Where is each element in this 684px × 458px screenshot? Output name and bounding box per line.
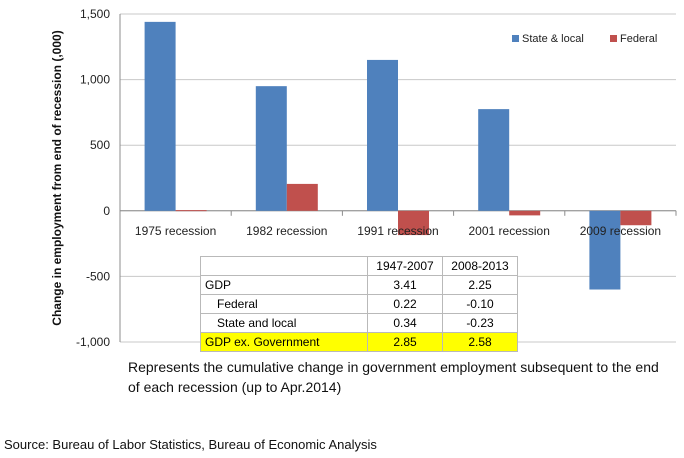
table-header-period-2: 2008-2013 — [442, 256, 518, 276]
chart: -1,000 -500 0 500 1,000 1,500 1975 recession 19… — [50, 7, 677, 349]
table-row: Federal 0.22 -0.10 — [200, 294, 518, 314]
legend-label: State & local — [522, 33, 584, 45]
table-header-blank — [200, 256, 368, 276]
bar-state-local — [144, 21, 176, 211]
table-header-period-1: 1947-2007 — [367, 256, 443, 276]
table-cell: 2.25 — [442, 275, 518, 295]
source-line: Source: Bureau of Labor Statistics, Bure… — [4, 437, 377, 452]
table-cell: 3.41 — [367, 275, 443, 295]
bar-federal — [509, 210, 541, 216]
x-category-label: 2009 recession — [580, 224, 661, 238]
x-category-label: 1982 recession — [246, 224, 327, 238]
bar-federal — [620, 210, 652, 226]
bar-federal — [286, 183, 318, 211]
x-category-label: 1975 recession — [135, 224, 216, 238]
y-axis-title: Change in employment from end of recessi… — [50, 30, 64, 325]
table-row: GDP 3.41 2.25 — [200, 275, 518, 295]
y-tick-label: 500 — [90, 138, 110, 152]
y-tick-label: -500 — [86, 269, 110, 283]
chart-note: Represents the cumulative change in gove… — [128, 359, 659, 395]
table-cell: 2.58 — [442, 332, 518, 352]
table-row-highlighted: GDP ex. Government 2.85 2.58 — [200, 332, 518, 352]
table-header-row: 1947-2007 2008-2013 — [200, 256, 518, 276]
legend-swatch — [610, 35, 617, 42]
bar-state-local — [367, 59, 398, 211]
y-tick-label: 1,000 — [80, 73, 110, 87]
y-tick-label: -1,000 — [76, 335, 110, 349]
table-cell: 0.22 — [367, 294, 443, 314]
table-row-label: GDP — [200, 275, 368, 295]
table-cell: -0.23 — [442, 313, 518, 333]
bar-state-local — [589, 210, 621, 290]
legend-label: Federal — [620, 33, 657, 45]
table-cell: -0.10 — [442, 294, 518, 314]
table-row: State and local 0.34 -0.23 — [200, 313, 518, 333]
table-cell: 0.34 — [367, 313, 443, 333]
table-row-label: State and local — [200, 313, 368, 333]
table-row-label: Federal — [200, 294, 368, 314]
y-tick-label: 1,500 — [80, 7, 110, 21]
bar-state-local — [255, 86, 287, 211]
growth-table: 1947-2007 2008-2013 GDP 3.41 2.25 Federa… — [200, 256, 518, 352]
table-row-label: GDP ex. Government — [200, 332, 368, 352]
bar-federal — [175, 210, 207, 212]
legend-swatch — [512, 35, 519, 42]
table-cell: 2.85 — [367, 332, 443, 352]
x-category-label: 2001 recession — [469, 224, 550, 238]
y-tick-label: 0 — [103, 204, 110, 218]
bar-state-local — [478, 109, 510, 211]
x-category-label: 1991 recession — [357, 224, 438, 238]
bar-federal — [398, 210, 429, 236]
